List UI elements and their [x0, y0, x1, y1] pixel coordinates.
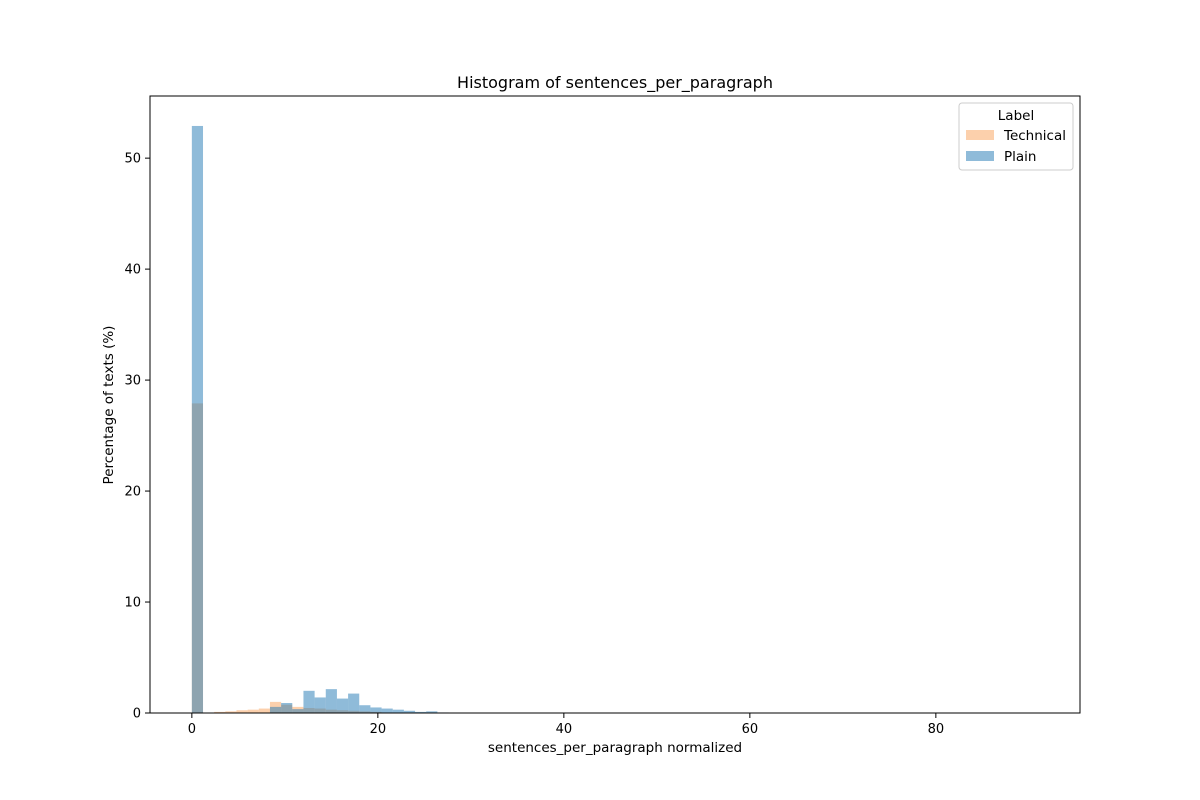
bar-technical-2	[214, 711, 226, 713]
bar-plain-12	[325, 689, 337, 713]
legend-label-plain: Plain	[1004, 149, 1036, 165]
bar-plain-9	[292, 709, 304, 713]
y-tick-label-0: 0	[133, 707, 141, 722]
bar-plain-8	[281, 703, 293, 713]
bar-technical-3	[225, 711, 237, 713]
bar-plain-0	[191, 125, 204, 713]
x-axis-label: sentences_per_paragraph normalized	[488, 740, 742, 756]
x-tick-label-20: 20	[370, 722, 387, 737]
bar-technical-6	[258, 708, 270, 713]
bar-plain-15	[359, 705, 371, 713]
bar-technical-4	[236, 710, 248, 713]
x-tick-label-80: 80	[928, 722, 945, 737]
y-tick-label-30: 30	[124, 374, 141, 389]
legend-swatch-technical	[966, 130, 994, 140]
bar-plain-13	[336, 698, 349, 713]
x-tick-label-60: 60	[742, 722, 759, 737]
bar-plain-14	[348, 693, 360, 713]
x-axis-ticks: 0 20 40 60 80	[188, 713, 944, 737]
bar-plain-20	[415, 711, 427, 713]
legend: Label Technical Plain	[958, 102, 1074, 171]
y-tick-label-10: 10	[124, 596, 141, 611]
bar-plain-10	[303, 690, 315, 713]
bar-technical-5	[247, 709, 259, 713]
bar-plain-21	[426, 711, 438, 713]
x-tick-label-40: 40	[556, 722, 573, 737]
chart-title: Histogram of sentences_per_paragraph	[457, 73, 773, 93]
bar-plain-11	[314, 697, 326, 713]
y-tick-label-50: 50	[124, 152, 141, 167]
plot-frame	[149, 95, 1081, 714]
x-tick-label-0: 0	[188, 722, 196, 737]
legend-swatch-plain	[966, 151, 994, 161]
legend-title: Label	[998, 108, 1034, 124]
legend-label-technical: Technical	[1003, 128, 1066, 144]
bar-plain-17	[381, 708, 393, 713]
bar-plain-16	[370, 707, 382, 713]
y-axis-label: Percentage of texts (%)	[101, 326, 117, 485]
y-tick-label-20: 20	[124, 485, 141, 500]
bar-plain-18	[392, 709, 404, 713]
bar-plain-7	[269, 706, 282, 713]
y-axis-ticks: 0 10 20 30 40 50	[124, 152, 150, 722]
bar-plain-19	[403, 710, 416, 713]
bars-layer	[191, 125, 460, 713]
y-tick-label-40: 40	[124, 263, 141, 278]
